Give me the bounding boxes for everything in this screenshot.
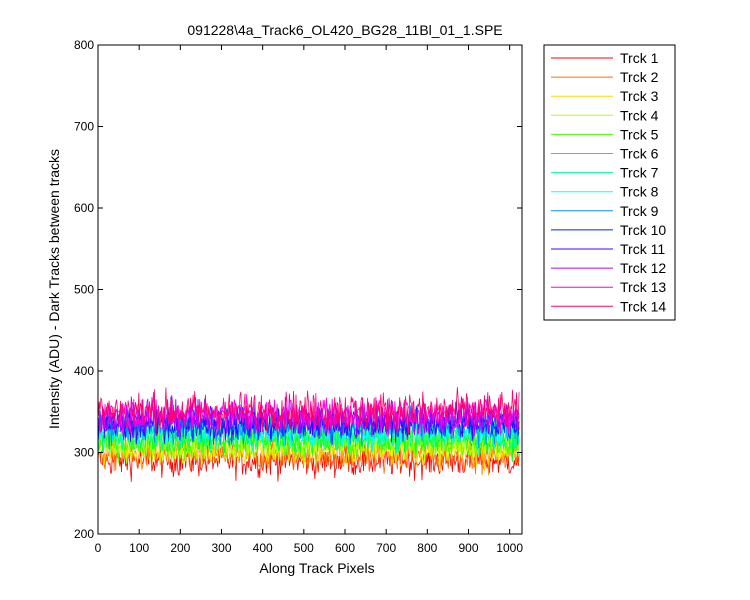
legend-label: Trck 9 [620,203,659,219]
chart-title: 091228\4a_Track6_OL420_BG28_11Bl_01_1.SP… [187,22,502,38]
legend-label: Trck 6 [620,146,659,162]
legend-label: Trck 4 [620,107,659,123]
legend-label: Trck 3 [620,88,659,104]
series-line-5 [98,419,520,464]
y-tick-label: 200 [74,527,94,541]
legend-box [543,44,676,321]
legend-label: Trck 5 [620,126,659,142]
plot-area: 0 100 200 300 400 500 600 700 800 900 1000 200 300 40… [74,38,523,555]
y-tick-label: 500 [74,283,94,297]
x-tick-label: 400 [253,541,273,555]
y-axis-label: Intensity (ADU) - Dark Tracks between tr… [46,149,62,429]
legend-label: Trck 7 [620,165,659,181]
x-tick-label: 700 [376,541,396,555]
legend-label: Trck 2 [620,69,659,85]
y-tick-label: 300 [74,446,94,460]
x-tick-label: 300 [211,541,231,555]
y-tick-label: 700 [74,120,94,134]
legend-label: Trck 10 [620,222,666,238]
legend: Trck 1 Trck 2 Trck 3 Trck 4 Trck 5 Trck 6 Trck… [543,44,676,321]
x-tick-label: 200 [170,541,190,555]
legend-label: Trck 14 [620,298,666,314]
ticks-layer: 0 100 200 300 400 500 600 700 800 900 1000 200 300 40… [74,38,523,555]
legend-label: Trck 11 [620,241,665,257]
x-tick-label: 0 [95,541,102,555]
series-line-13 [98,391,520,437]
legend-label: Trck 12 [620,260,666,276]
x-tick-label: 600 [335,541,355,555]
y-tick-label: 600 [74,201,94,215]
x-tick-label: 800 [417,541,437,555]
legend-label: Trck 1 [620,50,659,66]
x-tick-label: 100 [129,541,149,555]
x-tick-label: 1000 [496,541,523,555]
y-tick-label: 400 [74,364,94,378]
legend-label: Trck 8 [620,184,659,200]
y-tick-label: 800 [74,38,94,52]
x-axis-label: Along Track Pixels [259,560,374,576]
x-tick-label: 500 [294,541,314,555]
x-tick-label: 900 [458,541,478,555]
series-line-14 [98,387,520,436]
legend-items: Trck 1 Trck 2 Trck 3 Trck 4 Trck 5 Trck 6 Trck… [551,50,666,314]
legend-label: Trck 13 [620,279,666,295]
series-layer [98,387,520,482]
